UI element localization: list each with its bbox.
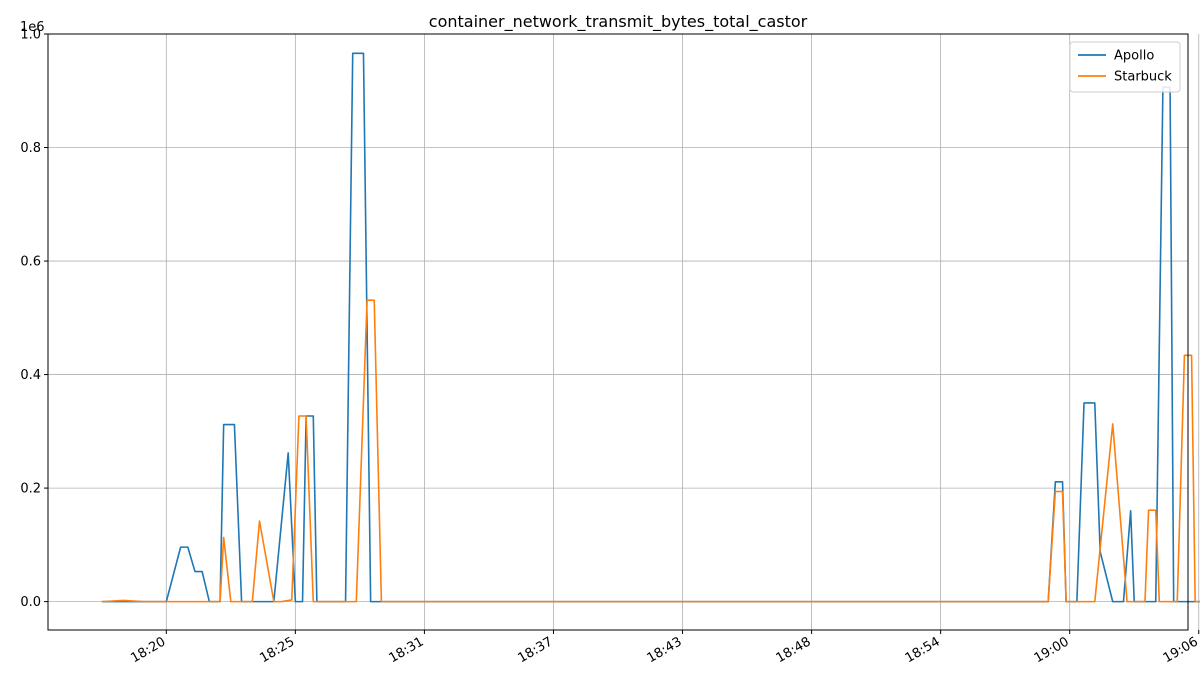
y-tick-label: 0.8 — [20, 141, 41, 156]
y-offset-label: 1e6 — [20, 20, 45, 35]
y-tick-label: 1.0 — [20, 28, 41, 43]
x-tick-label: 18:54 — [903, 634, 943, 666]
y-tick-label: 0.2 — [20, 482, 41, 497]
legend-label-starbuck: Starbuck — [1114, 70, 1172, 85]
x-tick-label: 18:37 — [516, 634, 556, 666]
series-layer — [101, 52, 1200, 603]
x-tick-label: 18:48 — [774, 634, 814, 666]
y-tick-label: 0.6 — [20, 255, 41, 270]
series-line-apollo — [101, 52, 1200, 603]
y-tick-label: 0.0 — [20, 595, 41, 610]
x-tick-label: 18:20 — [128, 634, 168, 666]
x-tick-label: 19:06 — [1161, 634, 1200, 666]
y-axis: 0.0 0.2 0.4 0.6 0.8 1.0 — [20, 28, 48, 610]
series-line-starbuck — [101, 299, 1200, 603]
x-tick-label: 18:31 — [386, 634, 426, 666]
plot-area-frame — [47, 33, 1189, 631]
x-axis: 18:20 18:25 18:31 18:37 18:43 18:48 18:54 19:00… — [128, 630, 1200, 666]
chart-title: container_network_transmit_bytes_total_c… — [429, 12, 808, 32]
legend: Apollo Starbuck — [1069, 41, 1181, 93]
y-tick-label: 0.4 — [20, 368, 41, 383]
x-tick-label: 19:00 — [1032, 634, 1072, 666]
grid-lines — [48, 33, 1200, 630]
legend-label-apollo: Apollo — [1114, 49, 1154, 64]
x-tick-label: 18:25 — [257, 634, 297, 666]
x-tick-label: 18:43 — [645, 634, 685, 666]
